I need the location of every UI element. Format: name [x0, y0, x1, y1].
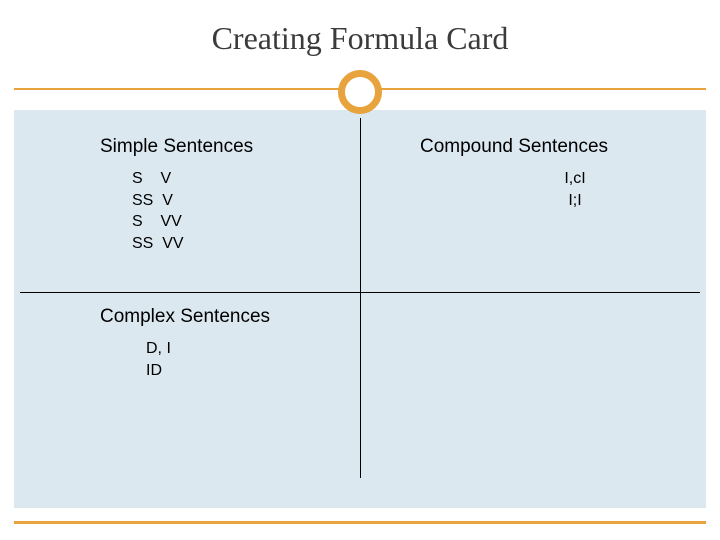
- slide: Creating Formula Card Simple Sentences S…: [0, 0, 720, 540]
- body-simple: S V SS V S VV SS VV: [132, 168, 340, 254]
- vertical-divider: [360, 118, 361, 478]
- heading-simple: Simple Sentences: [100, 136, 340, 158]
- quadrant-compound-sentences: Compound Sentences I,cI I;I: [420, 136, 680, 211]
- ring-icon: [338, 70, 382, 114]
- quadrant-complex-sentences: Complex Sentences D, I ID: [100, 306, 340, 381]
- bottom-accent-bar: [14, 521, 706, 524]
- page-title: Creating Formula Card: [0, 20, 720, 57]
- heading-compound: Compound Sentences: [420, 136, 680, 158]
- body-compound: I,cI I;I: [470, 168, 680, 211]
- body-complex: D, I ID: [146, 338, 340, 381]
- horizontal-divider: [20, 292, 700, 293]
- heading-complex: Complex Sentences: [100, 306, 340, 328]
- quadrant-simple-sentences: Simple Sentences S V SS V S VV SS VV: [100, 136, 340, 254]
